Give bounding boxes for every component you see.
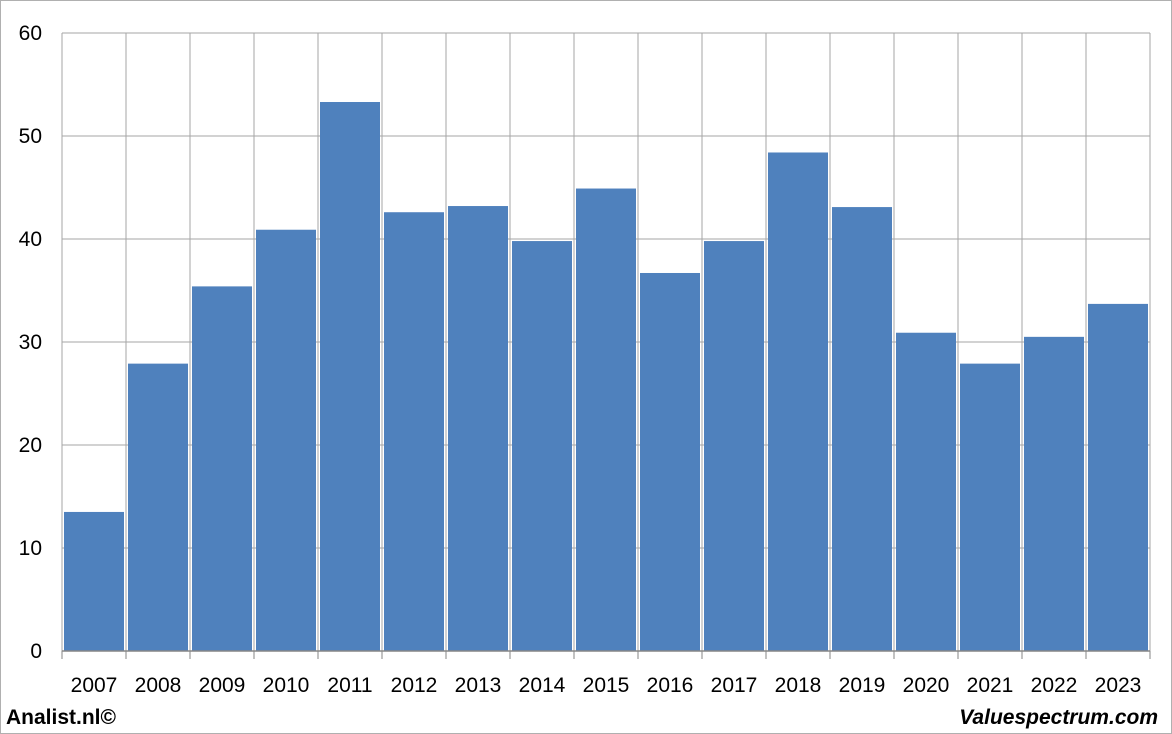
x-tick-label: 2007 (71, 674, 118, 697)
bar-2015 (576, 188, 636, 651)
bar-2009 (192, 286, 252, 651)
bar-2023 (1088, 303, 1148, 651)
bar-2013 (448, 206, 508, 652)
x-tick-label: 2021 (967, 674, 1014, 697)
footer-source-right: Valuespectrum.com (959, 706, 1158, 729)
y-tick-label: 20 (19, 434, 42, 457)
bars (64, 102, 1148, 652)
x-tick-label: 2016 (647, 674, 694, 697)
bar-2007 (64, 511, 124, 651)
bar-2017 (704, 241, 764, 651)
x-tick-label: 2008 (135, 674, 182, 697)
x-tick-label: 2015 (583, 674, 630, 697)
y-tick-label: 30 (19, 331, 42, 354)
x-tick-label: 2019 (839, 674, 886, 697)
x-tick-label: 2023 (1095, 674, 1142, 697)
x-tick-label: 2017 (711, 674, 758, 697)
bar-2012 (384, 212, 444, 651)
x-tick-label: 2022 (1031, 674, 1078, 697)
x-tick-label: 2020 (903, 674, 950, 697)
footer-source-left: Analist.nl© (6, 706, 117, 729)
y-tick-label: 60 (19, 22, 42, 45)
bar-2014 (512, 241, 572, 651)
y-tick-label: 50 (19, 125, 42, 148)
y-tick-label: 10 (19, 537, 42, 560)
bar-2011 (320, 102, 380, 651)
x-tick-label: 2012 (391, 674, 438, 697)
axes (61, 650, 1151, 659)
x-tick-label: 2010 (263, 674, 310, 697)
bar-2019 (832, 207, 892, 651)
bar-2010 (256, 229, 316, 652)
y-tick-label: 0 (30, 640, 42, 663)
bar-2022 (1024, 336, 1084, 651)
tick-labels: 0 10 20 30 40 50 60 2007 2008 2009 2010 2011 2012 201… (19, 22, 1142, 697)
bar-2020 (896, 332, 956, 651)
gridlines (61, 32, 1151, 651)
y-tick-label: 40 (19, 228, 42, 251)
x-tick-label: 2011 (327, 674, 372, 697)
bar-2008 (128, 363, 188, 651)
bar-2021 (960, 363, 1020, 651)
x-tick-label: 2009 (199, 674, 246, 697)
x-tick-label: 2018 (775, 674, 822, 697)
bar-2018 (768, 152, 828, 652)
bar-2016 (640, 272, 700, 651)
x-tick-label: 2014 (519, 674, 566, 697)
x-tick-label: 2013 (455, 674, 502, 697)
